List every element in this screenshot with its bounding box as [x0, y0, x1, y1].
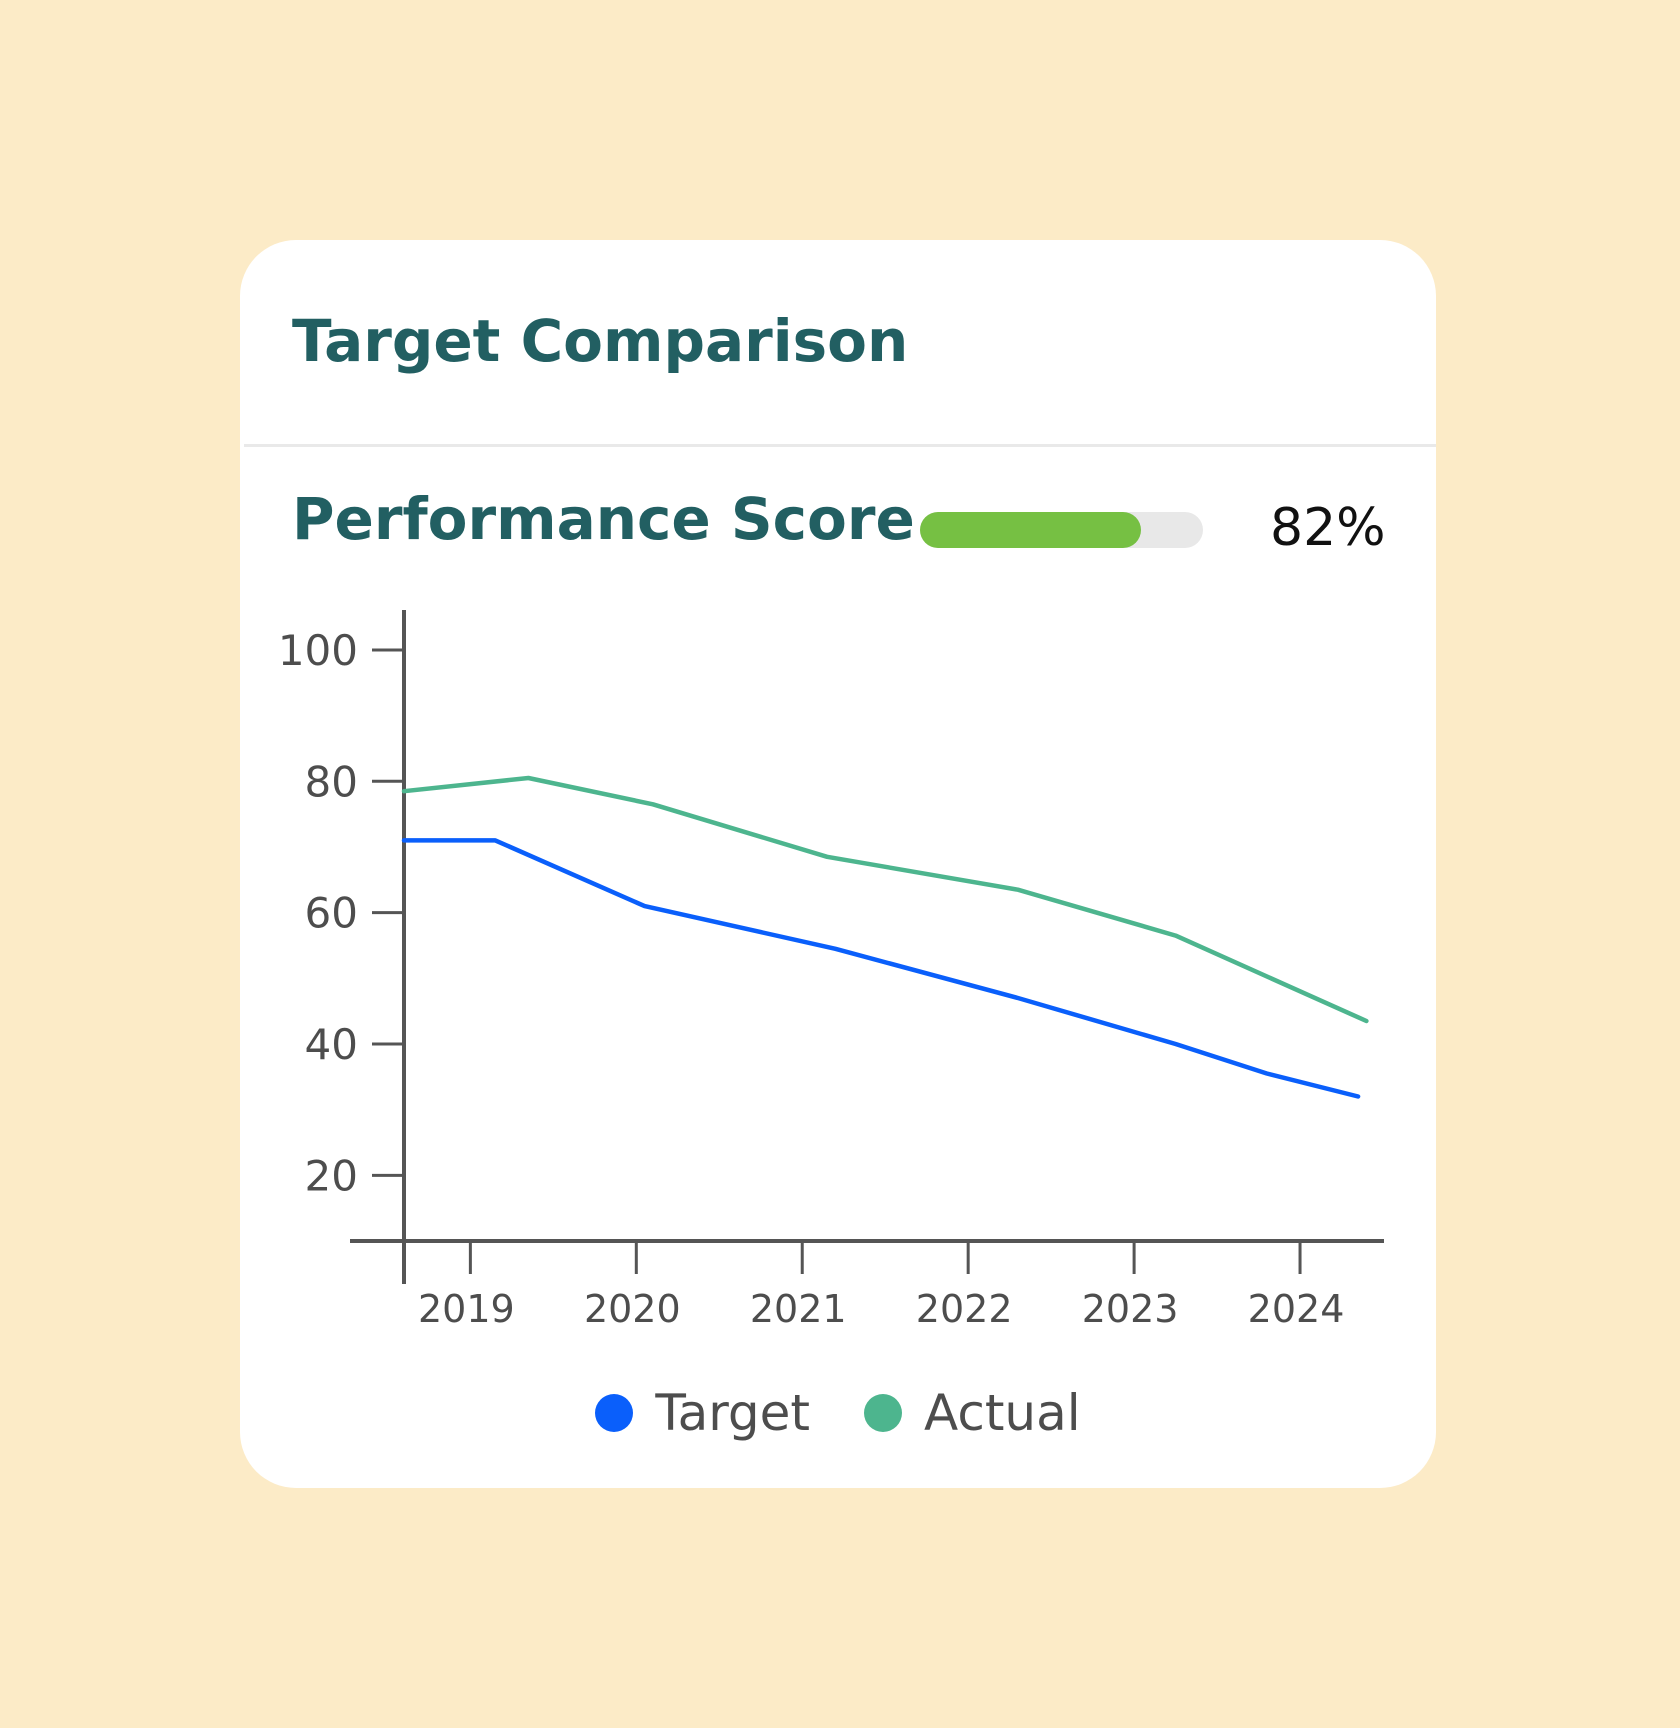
performance-progress-bar [920, 512, 1203, 548]
x-tick-label: 2019 [418, 1287, 515, 1331]
legend-dot-target [595, 1394, 634, 1432]
y-tick-label: 60 [305, 889, 358, 938]
series-line-actual [401, 775, 1369, 1024]
chart-legend: Target Actual [240, 1388, 1436, 1438]
x-tick-label: 2024 [1248, 1287, 1345, 1331]
legend-label-actual: Actual [924, 1384, 1081, 1442]
y-tick-label: 80 [305, 757, 358, 806]
x-tick-label: 2020 [584, 1287, 681, 1331]
legend-item-actual: Actual [864, 1388, 1081, 1438]
card-title: Target Comparison [292, 307, 909, 375]
line-chart: 20 40 60 80 100 2019 2020 2021 2022 2023 2024 [278, 610, 1384, 1331]
y-tick-label: 100 [278, 626, 358, 675]
legend-label-target: Target [655, 1384, 811, 1442]
header-divider [244, 444, 1436, 447]
performance-progress-fill [920, 512, 1141, 548]
legend-item-target: Target [595, 1388, 810, 1438]
y-tick-label: 40 [305, 1020, 358, 1069]
series-line-target [401, 838, 1361, 1099]
y-tick-label: 20 [305, 1151, 358, 1200]
x-tick-label: 2022 [916, 1287, 1013, 1331]
performance-score-label: Performance Score [292, 485, 915, 553]
legend-dot-actual [864, 1394, 903, 1432]
x-tick-label: 2021 [750, 1287, 847, 1331]
performance-score-value: 82% [1270, 498, 1386, 558]
x-tick-label: 2023 [1082, 1287, 1179, 1331]
target-comparison-card: Target Comparison Performance Score 82% … [240, 240, 1436, 1488]
